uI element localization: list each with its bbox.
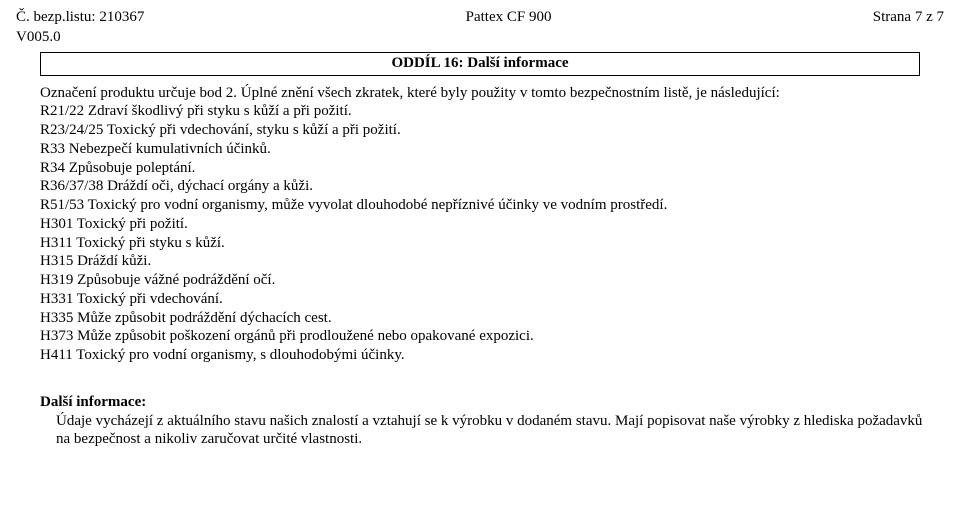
page-label: Strana 7 z 7 [873, 8, 944, 28]
r-phrase: R51/53 Toxický pro vodní organismy, může… [40, 196, 932, 215]
r-phrase: R36/37/38 Dráždí oči, dýchací orgány a k… [40, 177, 932, 196]
h-phrase: H319 Způsobuje vážné podráždění očí. [40, 271, 932, 290]
h-phrase: H301 Toxický při požití. [40, 215, 932, 234]
further-heading: Další informace: [40, 393, 932, 412]
product-name: Pattex CF 900 [466, 8, 552, 28]
header-left: Č. bezp.listu: 210367 [16, 8, 144, 28]
r-phrase: R34 Způsobuje poleptání. [40, 159, 932, 178]
r-phrase: R23/24/25 Toxický při vdechování, styku … [40, 121, 932, 140]
section-title: ODDÍL 16: Další informace [40, 52, 920, 76]
h-phrase: H335 Může způsobit podráždění dýchacích … [40, 309, 932, 328]
h-phrase: H315 Dráždí kůži. [40, 252, 932, 271]
r-phrase: R33 Nebezpečí kumulativních účinků. [40, 140, 932, 159]
page: Č. bezp.listu: 210367 Pattex CF 900 Stra… [0, 0, 960, 449]
h-phrase: H331 Toxický při vdechování. [40, 290, 932, 309]
body-block: Označení produktu určuje bod 2. Úplné zn… [40, 84, 932, 450]
version: V005.0 [16, 28, 944, 46]
doc-number-value: 210367 [99, 9, 144, 25]
r-phrase: R21/22 Zdraví škodlivý při styku s kůží … [40, 102, 932, 121]
h-phrase: H311 Toxický při styku s kůží. [40, 234, 932, 253]
h-phrase: H373 Může způsobit poškození orgánů při … [40, 327, 932, 346]
doc-number-label: Č. bezp.listu: [16, 9, 96, 25]
spacer [40, 365, 932, 379]
intro-line: Označení produktu určuje bod 2. Úplné zn… [40, 84, 932, 103]
header-row: Č. bezp.listu: 210367 Pattex CF 900 Stra… [16, 8, 944, 28]
spacer [40, 379, 932, 393]
further-text: Údaje vycházejí z aktuálního stavu našic… [56, 412, 932, 450]
h-phrase: H411 Toxický pro vodní organismy, s dlou… [40, 346, 932, 365]
